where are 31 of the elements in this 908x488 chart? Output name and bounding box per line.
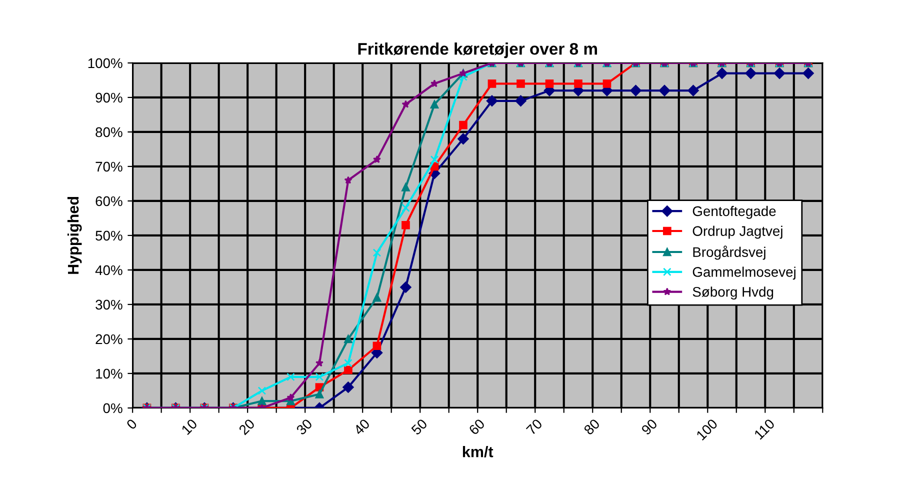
legend-label: Gentoftegade <box>692 206 776 219</box>
x-tick-label: 70 <box>526 418 543 436</box>
x-tick-label: 60 <box>468 418 486 436</box>
legend-label: Gammelmosevej <box>692 266 796 280</box>
x-tick-label: 20 <box>238 418 256 436</box>
legend-label: Brogårdsvej <box>693 246 766 260</box>
y-tick-label: 80% <box>96 127 122 138</box>
y-tick-label: 100% <box>88 58 122 68</box>
legend-label: Søborg Hvdg <box>692 286 774 300</box>
y-tick-label: 10% <box>96 368 122 379</box>
x-tick-label: 40 <box>353 418 370 436</box>
y-axis-title: Hyppighed <box>67 196 82 274</box>
x-tick-label: 0 <box>126 418 138 430</box>
x-tick-label: 50 <box>410 418 428 436</box>
y-tick-label: 20% <box>96 334 122 344</box>
x-tick-label: 30 <box>296 418 313 436</box>
x-tick-label: 90 <box>640 418 658 436</box>
y-tick-label: 90% <box>96 92 122 103</box>
legend-label: Ordrup Jagtvej <box>692 226 782 239</box>
y-tick-label: 60% <box>96 196 122 206</box>
x-tick-label: 110 <box>754 418 776 440</box>
y-tick-label: 40% <box>95 265 122 276</box>
y-tick-label: 30% <box>96 300 122 310</box>
x-tick-label: 100 <box>696 418 718 441</box>
y-tick-label: 50% <box>96 230 122 241</box>
chart-title: Fritkørende køretøjer over 8 m <box>358 42 597 58</box>
x-tick-label: 10 <box>181 418 198 436</box>
y-tick-label: 70% <box>96 162 122 172</box>
y-tick-label: 0% <box>103 403 122 414</box>
x-tick-label: 80 <box>583 418 600 436</box>
x-axis-title: km/t <box>462 446 494 458</box>
